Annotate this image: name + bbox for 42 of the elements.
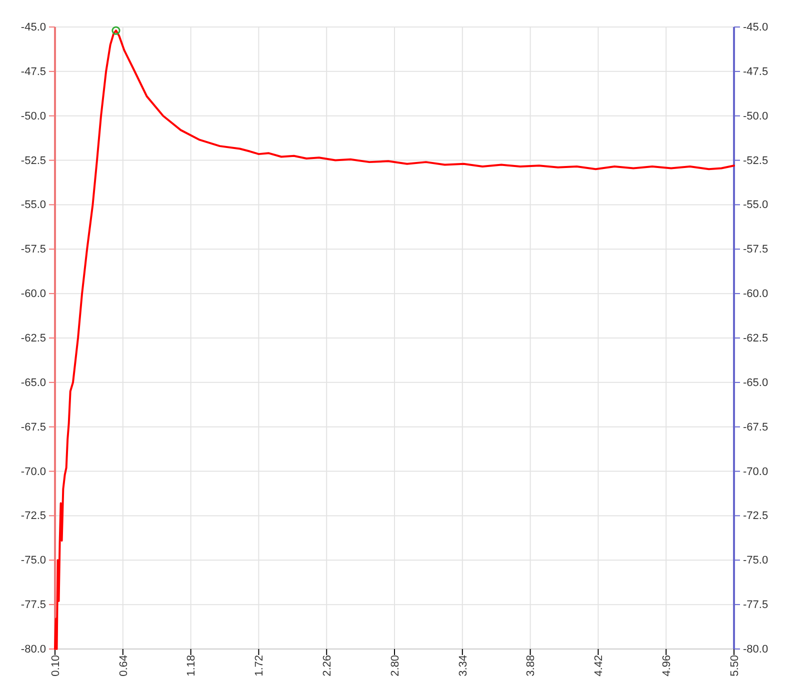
y2-tick-label: -45.0 (743, 22, 768, 34)
x-tick-label: 3.34 (457, 655, 470, 676)
y-tick-label: -55.0 (20, 199, 46, 212)
y2-tick-label: -65.0 (743, 376, 768, 389)
y-tick-label: -50.0 (20, 110, 46, 122)
y2-tick-label: -75.0 (743, 554, 768, 567)
y2-tick-label: -52.5 (743, 154, 768, 167)
y-tick-label: -77.5 (20, 599, 46, 612)
x-tick-label: 2.26 (321, 655, 334, 676)
y2-tick-label: -47.5 (743, 66, 768, 78)
y2-tick-label: -50.0 (743, 110, 768, 122)
x-tick-label: 2.80 (389, 655, 402, 676)
y-tick-label: -45.0 (20, 22, 46, 34)
y-tick-label: -70.0 (20, 466, 46, 478)
x-tick-label: 4.96 (660, 655, 673, 676)
y-tick-label: -62.5 (20, 332, 46, 345)
x-tick-label: 4.42 (593, 655, 606, 676)
y2-tick-label: -80.0 (743, 644, 768, 656)
y2-tick-label: -62.5 (743, 332, 768, 345)
line-series (54, 30, 735, 650)
y2-tick-label: -57.5 (743, 244, 768, 256)
y-tick-label: -72.5 (20, 510, 46, 522)
y2-tick-label: -70.0 (743, 466, 768, 478)
y2-tick-label: -67.5 (743, 421, 768, 434)
y-tick-label: -80.0 (20, 644, 46, 656)
y-tick-label: -47.5 (20, 66, 46, 78)
y-tick-label: -65.0 (20, 376, 46, 389)
y2-tick-label: -55.0 (743, 199, 768, 212)
y-tick-label: -52.5 (20, 154, 46, 167)
y2-tick-label: -77.5 (743, 599, 768, 612)
x-tick-label: 0.10 (50, 655, 62, 676)
x-tick-label: 3.88 (525, 655, 538, 676)
y-tick-label: -67.5 (20, 421, 46, 434)
x-tick-label: 1.72 (254, 655, 266, 676)
x-tick-label: 5.50 (728, 655, 741, 676)
x-tick-label: 1.18 (186, 655, 198, 676)
y-tick-label: -57.5 (20, 244, 46, 256)
y2-tick-label: -60.0 (743, 288, 768, 300)
y-tick-label: -60.0 (20, 288, 46, 300)
y2-tick-label: -72.5 (743, 510, 768, 522)
y-tick-label: -75.0 (20, 554, 46, 567)
x-tick-label: 0.64 (118, 655, 130, 676)
